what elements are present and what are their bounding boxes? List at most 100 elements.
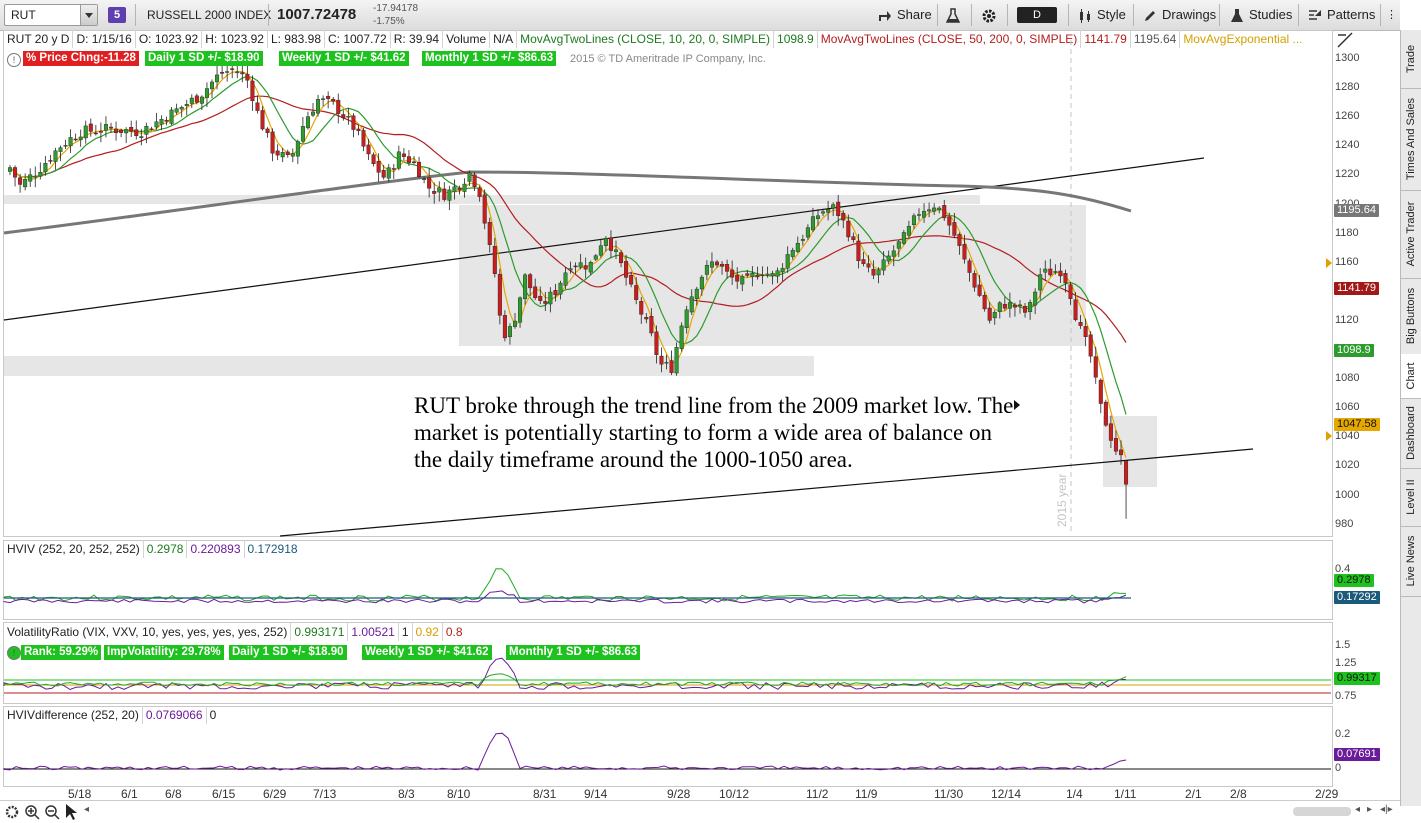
sidebar-tab-level-ii[interactable]: Level II [1401,468,1421,527]
patterns-button[interactable]: Patterns [1308,5,1375,25]
candle [856,233,861,269]
candle [215,65,220,90]
price-axis-tick: 1300 [1335,52,1360,64]
scroll-right-button[interactable]: ▸ [1367,804,1373,815]
time-axis-label: 2/1 [1185,787,1202,801]
symbol-dropdown-button[interactable] [80,5,97,25]
header-ma2-value-b: 1195.64 [1131,30,1181,48]
candle [305,111,310,130]
candle [563,266,568,289]
candle [841,210,846,229]
symbol-input[interactable]: RUT [4,4,98,26]
horizontal-scrollbar[interactable] [1293,807,1351,816]
style-label: Style [1097,7,1126,22]
hviv-difference-panel[interactable] [3,706,1333,787]
candle [179,105,184,118]
sidebar-tab-live-news[interactable]: Live News [1401,526,1421,597]
candle [669,350,674,376]
candle [290,148,295,163]
zoom-out-icon[interactable] [44,804,60,820]
candle [709,252,714,274]
header-ma3-label[interactable]: MovAvgExponential ... [1183,32,1303,46]
link-group-badge[interactable]: 5 [108,7,126,23]
last-price: 1007.72478 [277,6,357,23]
candle [53,147,58,170]
ma20-price-tag: 1098.9 [1334,344,1374,357]
drawing-tool-icon[interactable] [1336,31,1354,49]
studies-button[interactable]: Studies [1230,5,1292,25]
candle-style-icon [1080,8,1090,23]
symbol-text: RUT [11,8,36,22]
scroll-left-button[interactable]: ◂ [1355,804,1361,815]
scroll-left-arrow[interactable]: ◂ [84,804,90,815]
candle [88,118,93,137]
hviv-panel[interactable] [3,540,1333,620]
candle [927,202,932,218]
sidebar-tab-dashboard[interactable]: Dashboard [1401,398,1421,469]
candle [886,250,891,265]
candle [649,308,654,337]
candle [240,64,245,83]
candle [129,120,134,137]
style-button[interactable]: Style [1078,5,1126,25]
candle [821,208,826,217]
candle [901,229,906,246]
candle [846,214,851,242]
trend-line-2009[interactable] [279,448,1254,537]
candle [634,277,639,305]
candle [1118,440,1123,465]
toolbar-menu-button[interactable]: ⋮ [1386,9,1397,21]
settings-button[interactable] [981,5,1002,25]
candle [447,185,452,211]
gear-icon [982,9,996,23]
hviv-title[interactable]: HVIV (252, 20, 252, 252) [4,540,144,558]
share-button[interactable]: Share [878,5,932,25]
candle [593,254,598,261]
header-ma2-label[interactable]: MovAvgTwoLines (CLOSE, 50, 200, 0, SIMPL… [818,30,1082,48]
sidebar-tab-times-and-sales[interactable]: Times And Sales [1401,88,1421,191]
header-ma2-value-a: 1141.79 [1081,30,1131,48]
candle [386,163,391,182]
vol-title[interactable]: VolatilityRatio (VIX, VXV, 10, yes, yes,… [4,623,292,641]
info-icon[interactable]: ! [7,646,21,660]
candle [351,113,356,138]
candle [43,155,48,176]
chart-annotation-text[interactable]: RUT broke through the trend line from th… [414,393,1014,472]
candle [381,164,386,180]
daily-sd-tag: Daily 1 SD +/- $18.90 [145,51,263,66]
sidebar-tab-trade[interactable]: Trade [1401,30,1421,89]
sidebar-tab-active-trader[interactable]: Active Trader [1401,190,1421,279]
price-axis-tick: 1020 [1335,459,1360,472]
flask-button[interactable] [945,5,965,25]
zoom-fit-button[interactable]: ◂|▸ [1380,804,1393,815]
balance-zone-low [4,356,814,376]
candlestick-series [7,61,1129,519]
candle [1124,460,1129,519]
sidebar-tab-chart[interactable]: Chart [1401,354,1421,399]
volatility-ratio-panel[interactable] [3,622,1333,704]
candle [280,147,285,163]
header-ma1-label[interactable]: MovAvgTwoLines (CLOSE, 10, 20, 0, SIMPLE… [517,30,775,48]
drawings-button[interactable]: Drawings [1143,5,1216,25]
sidebar-tab-big-buttons[interactable]: Big Buttons [1401,278,1421,355]
price-header: RUT 20 y D D: 1/15/16 O: 1023.92 H: 1023.92… [4,30,1306,48]
candle [1023,302,1028,318]
zoom-in-icon[interactable] [24,804,40,820]
candle [800,234,805,246]
candle [33,166,38,188]
candle [790,247,795,260]
aggregation-period-button[interactable]: D [1017,7,1057,23]
price-change-tag: % Price Chng:-11.28 [23,51,139,66]
sidebar-tab-label: Level II [1405,479,1417,515]
candle [73,133,78,142]
time-axis-label: 8/3 [398,787,415,801]
candle [1078,315,1083,329]
candle [1073,292,1078,322]
diff-title[interactable]: HVIVdifference (252, 20) [4,706,143,724]
pointer-icon[interactable] [64,803,78,821]
candle [270,128,275,162]
candle [917,208,922,221]
info-icon[interactable]: ! [7,53,21,67]
candle [336,93,341,124]
settings-gear-icon[interactable] [4,804,20,820]
